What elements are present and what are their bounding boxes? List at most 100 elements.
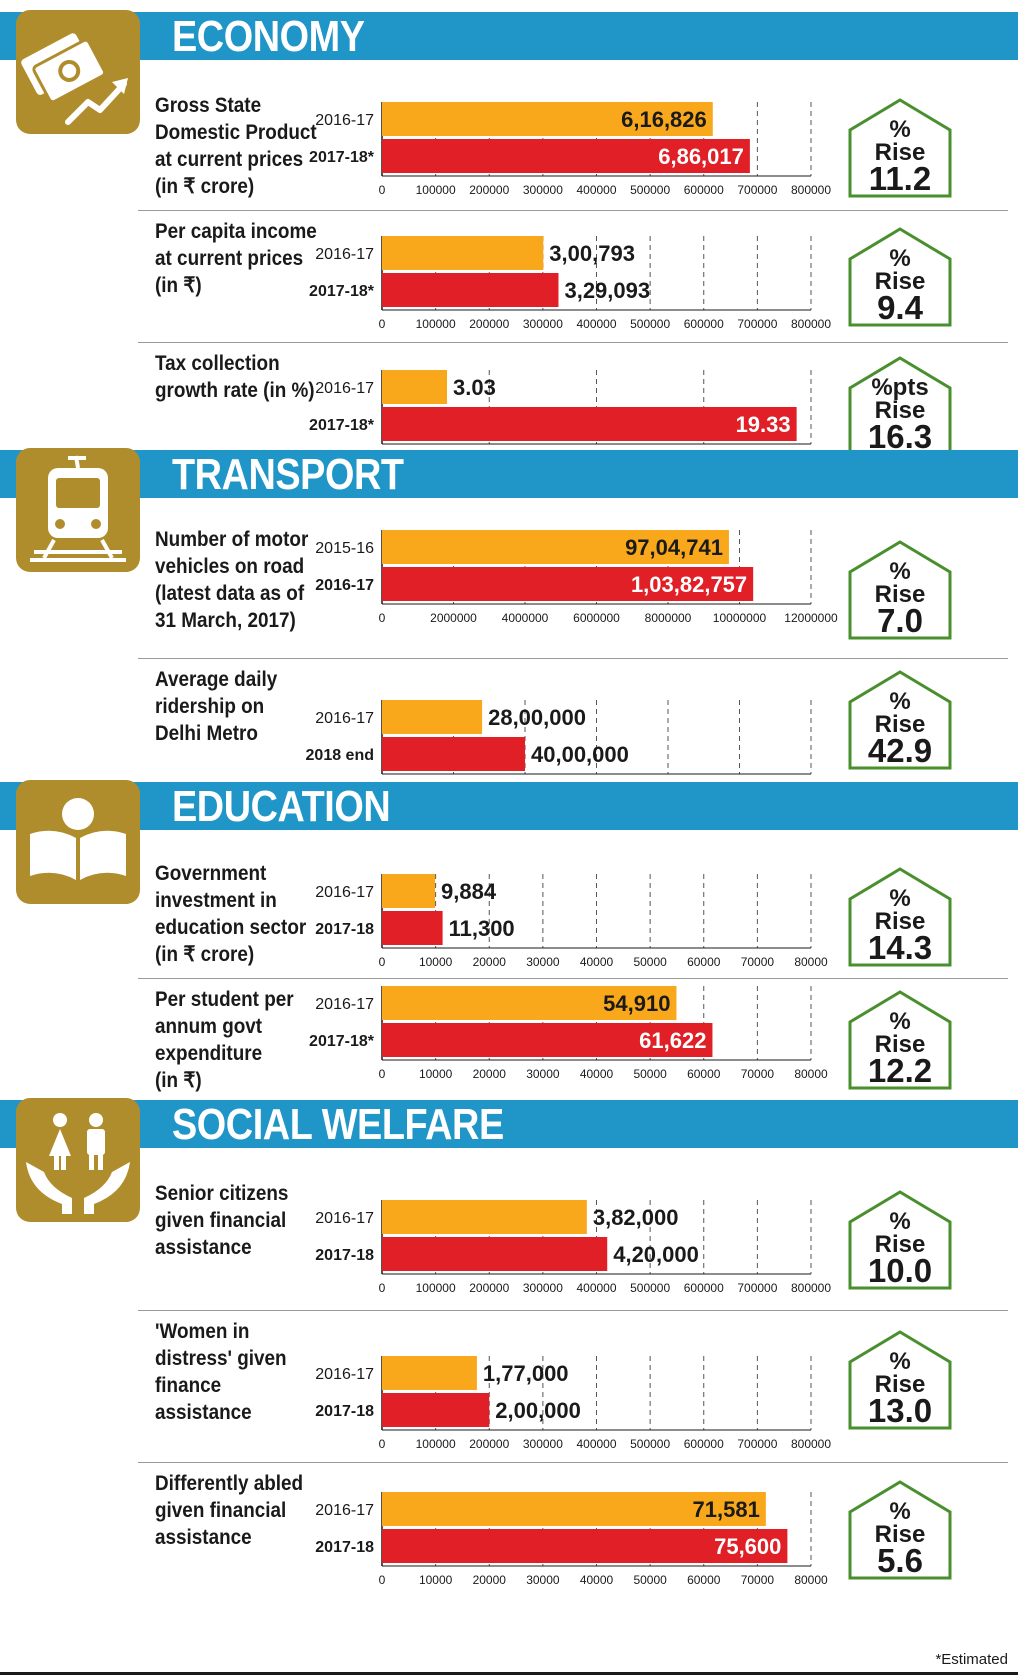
bar [382,1237,608,1271]
bar-chart: 0 10000 20000 30000 40000 50000 60000 70000 8000… [309,986,1018,1084]
tick-label: 12000000 [784,611,838,625]
tick-label: 800000 [791,317,831,331]
badge-unit: % [889,885,911,912]
metric-label: Average daily ridership on Delhi Metro [155,666,326,747]
rise-badge: % Rise 12.2 [848,990,952,1090]
value-label: 6,86,017 [658,144,744,169]
tick-label: 80000 [794,955,828,969]
tick-label: 300000 [523,317,563,331]
money-growth-icon [21,33,128,125]
badge-unit: % [889,1008,911,1035]
section-header-band: EDUCATION [0,782,1018,831]
value-label: 54,910 [603,991,670,1016]
section-icon-box [16,1098,140,1222]
tick-label: 60000 [687,1067,721,1081]
rise-badge: % Rise 9.4 [848,227,952,327]
house-shape-icon [848,227,952,327]
category-label: 2016-17 [315,1210,374,1227]
metric-row: Per capita income at current prices (in ₹)… [140,218,1018,336]
tick-label: 500000 [630,183,670,197]
bar-chart-svg: 0 10000 20000 30000 40000 50000 60000 70000 8000… [309,986,828,1081]
metric-label: Tax collection growth rate (in %) [155,350,326,404]
tick-label: 800000 [791,1437,831,1451]
metric-label-line: (in ₹) [155,1069,202,1092]
tick-label: 100000 [416,1437,456,1451]
rise-badge: % Rise 7.0 [848,540,952,640]
metric-label-line: Number of motor [155,528,309,551]
badge-value: 42.9 [867,732,933,769]
section-header-band: TRANSPORT [0,450,1018,499]
badge-unit: % [889,1498,911,1525]
metric-label-line: (in ₹) [155,274,202,297]
metric-label-line: ridership on [155,695,265,718]
bar-chart-svg: 0 10000 20000 30000 40000 50000 60000 70000 8000… [315,874,828,969]
category-label: 2017-18* [309,149,375,166]
section-title: ECONOMY [172,12,365,61]
badge-unit: % [889,558,911,585]
bar [382,1393,490,1427]
badge-label: Rise [874,908,926,935]
tick-label: 70000 [741,1573,775,1587]
value-label: 1,03,82,757 [631,572,747,597]
tick-label: 200000 [469,1437,509,1451]
house-shape-icon [848,540,952,640]
footnote: *Estimated [935,1651,1008,1668]
tick-label: 400000 [576,1437,616,1451]
badge-label: Rise [874,1031,926,1058]
metric-label-line: Tax collection [155,352,280,375]
metric-label-line: Average daily [155,668,278,691]
bar [382,102,713,136]
metric-label-line: at current prices [155,247,304,270]
bar-chart: 0 100000 200000 300000 400000 500000 600000 700… [309,236,1018,334]
house-shape-icon [848,670,952,770]
value-label: 3.03 [453,375,496,400]
rise-badge: % Rise 42.9 [848,670,952,770]
tick-label: 50000 [633,1067,667,1081]
tick-label: 300000 [523,1437,563,1451]
metric-label-line: Differently abled [155,1472,304,1495]
badge-value: 7.0 [877,602,923,639]
badge-label: Rise [874,1521,926,1548]
tick-label: 20000 [473,1573,507,1587]
metric-row: Number of motor vehicles on road (latest d… [140,526,1018,654]
badge-unit: % [889,245,911,272]
category-label: 2016-17 [315,996,374,1013]
bar-chart: 0 2000000 4000000 6000000 8000000 10000000 120… [315,530,1018,628]
row-divider [138,342,1008,343]
badge-value: 9.4 [877,289,923,326]
metric-label-line: Senior citizens [155,1182,289,1205]
metric-label-line: vehicles on road [155,555,305,578]
bar-chart: 0 10000 20000 30000 40000 50000 60000 70000 8000… [315,1492,1018,1590]
house-shape-icon [848,1480,952,1580]
value-label: 75,600 [714,1534,781,1559]
metric-label-line: growth rate (in %) [155,379,315,402]
tick-label: 0 [379,317,386,331]
badge-label: Rise [874,711,926,738]
bar [382,236,544,270]
category-label: 2016-17 [315,710,374,727]
value-label: 9,884 [441,879,497,904]
rise-badge: %pts Rise 16.3 [848,356,952,456]
tick-label: 800000 [791,1281,831,1295]
bar [382,737,525,771]
value-label: 4,20,000 [613,1242,699,1267]
tick-label: 600000 [684,1437,724,1451]
category-label: 2018 end [306,747,374,764]
category-label: 2017-18 [315,1247,374,1264]
metric-label-line: 31 March, 2017) [155,609,296,632]
tick-label: 600000 [684,183,724,197]
badge-label: Rise [874,1371,926,1398]
tick-label: 200000 [469,317,509,331]
tick-label: 700000 [737,183,777,197]
tick-label: 800000 [791,183,831,197]
metric-label-line: assistance [155,1236,252,1259]
tick-label: 300000 [523,183,563,197]
tick-label: 10000000 [713,611,767,625]
bar [382,700,483,734]
bar [382,986,677,1020]
metric-label-line: investment in [155,889,277,912]
section-title: EDUCATION [172,782,391,831]
metric-label: Number of motor vehicles on road (latest d… [155,526,326,634]
